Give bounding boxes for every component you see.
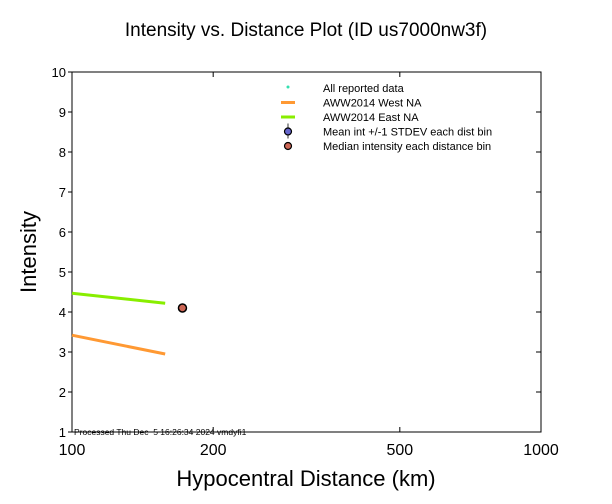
legend-dot-marker (286, 85, 290, 89)
legend-label: AWW2014 West NA (323, 98, 422, 110)
chart-title: Intensity vs. Distance Plot (ID us7000nw… (125, 20, 487, 41)
legend-label: Median intensity each distance bin (323, 141, 491, 153)
y-axis-label: Intensity (16, 211, 41, 293)
y-tick-label: 8 (59, 145, 66, 160)
y-tick-label: 10 (52, 65, 66, 80)
y-tick-label: 5 (59, 265, 66, 280)
legend-label: Mean int +/-1 STDEV each dist bin (323, 127, 492, 139)
legend-circle-marker (283, 141, 293, 151)
y-tick-label: 9 (59, 105, 66, 120)
legend-label: All reported data (323, 83, 405, 95)
legend-item-aww2014-east-na: AWW2014 East NA (281, 112, 419, 124)
legend-item-mean-int-1-stdev-each-dist-bin: Mean int +/-1 STDEV each dist bin (283, 123, 492, 139)
x-tick-label: 1000 (523, 442, 559, 459)
y-tick-label: 7 (59, 185, 66, 200)
legend-label: AWW2014 East NA (323, 112, 419, 124)
legend-item-median-intensity-each-distance-bin: Median intensity each distance bin (283, 141, 491, 153)
x-tick-label: 200 (200, 442, 227, 459)
y-tick-label: 1 (59, 425, 66, 440)
y-tick-label: 6 (59, 225, 66, 240)
x-axis-label: Hypocentral Distance (km) (176, 466, 435, 491)
median-point (177, 303, 188, 313)
y-tick-label: 3 (59, 345, 66, 360)
x-tick-label: 500 (386, 442, 413, 459)
legend-item-all-reported-data: All reported data (286, 83, 405, 95)
y-tick-label: 2 (59, 385, 66, 400)
plot-frame (71, 71, 542, 433)
y-tick-label: 4 (59, 305, 66, 320)
series-line-aww2014-east-na (71, 291, 166, 305)
series-line-aww2014-west-na (71, 333, 166, 356)
processed-annotation: Processed Thu Dec 5 16:26:34 2024 vmdyfi… (74, 427, 247, 437)
x-tick-label: 100 (59, 442, 86, 459)
legend-circle-marker (283, 127, 293, 136)
legend-item-aww2014-west-na: AWW2014 West NA (281, 98, 422, 110)
